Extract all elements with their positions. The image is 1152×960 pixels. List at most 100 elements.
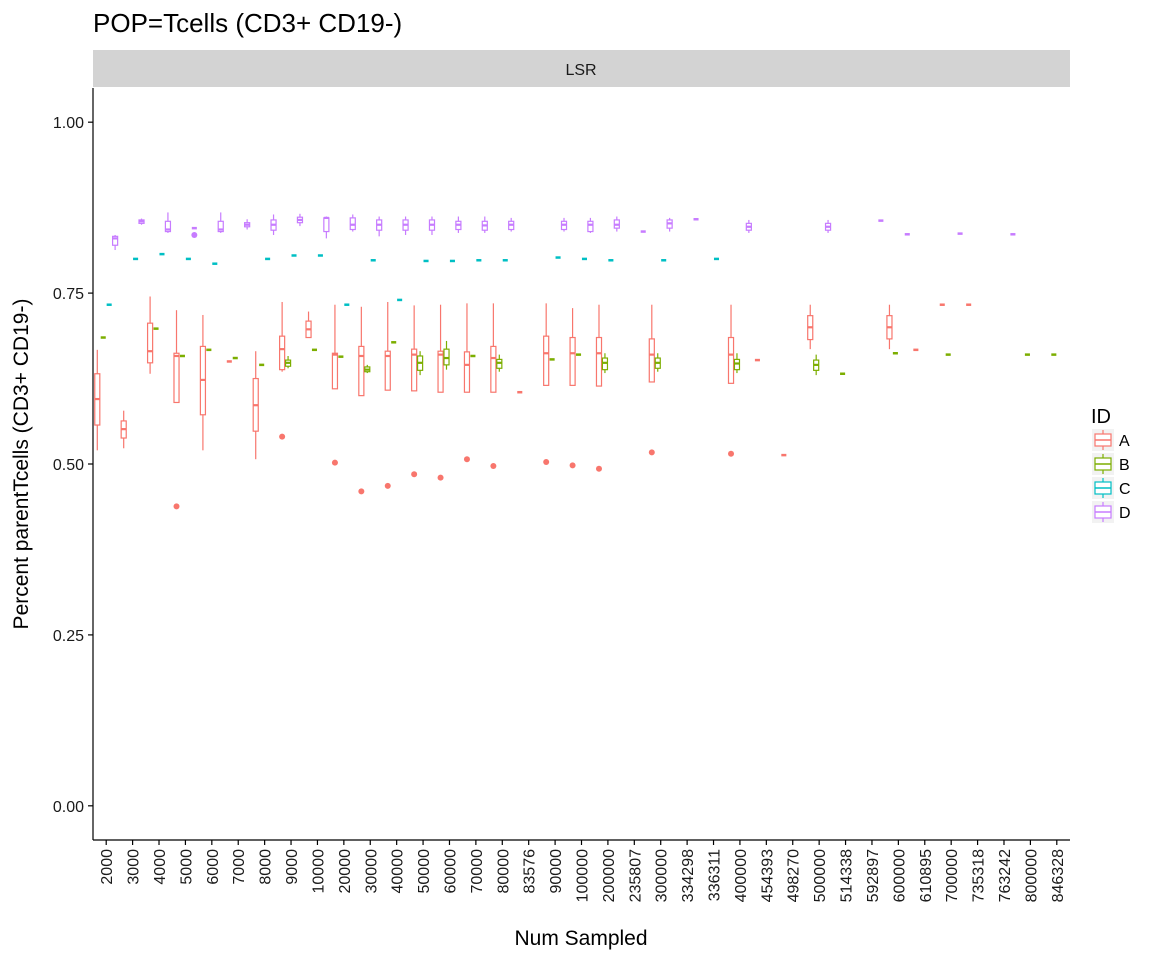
x-tick-label: 30000 bbox=[363, 849, 380, 894]
box-body bbox=[587, 220, 594, 233]
y-tick-label: 0.00 bbox=[53, 799, 84, 816]
outlier-point bbox=[490, 463, 497, 470]
series-B bbox=[100, 327, 1057, 376]
x-axis: 2000 3000 4000 5000 6000 7000 8000 9000 10000 200… bbox=[99, 840, 1067, 902]
box-D-7000 bbox=[244, 219, 251, 230]
outlier-point bbox=[279, 433, 286, 440]
x-tick-label: 60000 bbox=[442, 849, 459, 894]
box-B-400000 bbox=[733, 353, 741, 374]
legend-label: A bbox=[1119, 433, 1130, 450]
box-B-200000 bbox=[601, 353, 609, 374]
box-A-6000 bbox=[199, 314, 207, 451]
box-A-100000 bbox=[569, 308, 576, 469]
y-tick-label: 1.00 bbox=[53, 115, 84, 132]
x-tick-label: 454393 bbox=[759, 849, 776, 902]
x-tick-label: 610895 bbox=[918, 849, 935, 902]
x-tick-label: 50000 bbox=[416, 849, 433, 894]
x-tick-label: 700000 bbox=[944, 849, 961, 902]
box-body bbox=[411, 348, 418, 392]
box-A-2000 bbox=[94, 349, 101, 451]
x-tick-label: 10000 bbox=[310, 849, 327, 894]
box-A-300000 bbox=[648, 304, 655, 456]
x-tick-label: 334298 bbox=[680, 849, 697, 902]
outlier-point bbox=[648, 449, 655, 456]
outlier-point bbox=[411, 471, 418, 478]
x-tick-label: 500000 bbox=[812, 849, 829, 902]
box-A-3000 bbox=[120, 410, 127, 449]
series-A bbox=[94, 296, 972, 510]
box-B-9000 bbox=[284, 355, 292, 369]
box-A-30000 bbox=[358, 306, 365, 495]
x-tick-label: 90000 bbox=[548, 849, 565, 894]
x-tick-label: 70000 bbox=[469, 849, 486, 894]
box-D-500000 bbox=[824, 219, 832, 233]
box-B-30000 bbox=[364, 364, 371, 374]
box-body bbox=[463, 351, 471, 393]
box-D-6000 bbox=[217, 212, 224, 233]
legend-item-B: B bbox=[1092, 453, 1130, 475]
legend-item-C: C bbox=[1092, 477, 1131, 499]
outlier-point bbox=[191, 231, 198, 238]
box-body bbox=[490, 345, 497, 393]
x-tick-label: 3000 bbox=[126, 849, 143, 885]
box-D-100000 bbox=[587, 217, 594, 233]
facet-strip-label: LSR bbox=[565, 62, 596, 79]
x-tick-label: 9000 bbox=[284, 849, 301, 885]
x-axis-label: Num Sampled bbox=[514, 927, 647, 950]
x-tick-label: 2000 bbox=[99, 849, 116, 885]
box-B-500000 bbox=[813, 354, 820, 376]
box-D-90000 bbox=[560, 217, 568, 232]
x-tick-label: 763242 bbox=[997, 849, 1014, 902]
box-body bbox=[331, 352, 339, 390]
legend-label: B bbox=[1119, 457, 1130, 474]
box-body bbox=[111, 235, 119, 246]
box-body bbox=[358, 345, 365, 397]
x-tick-label: 336311 bbox=[707, 849, 724, 901]
x-tick-label: 300000 bbox=[654, 849, 671, 902]
x-tick-label: 498270 bbox=[786, 849, 803, 902]
box-body bbox=[543, 335, 550, 386]
legend-label: C bbox=[1119, 481, 1131, 498]
outlier-point bbox=[543, 458, 550, 465]
x-tick-label: 8000 bbox=[258, 849, 275, 885]
box-B-60000 bbox=[443, 340, 450, 370]
x-tick-label: 6000 bbox=[205, 849, 222, 885]
y-tick-label: 0.25 bbox=[53, 628, 84, 645]
x-tick-label: 400000 bbox=[733, 849, 750, 902]
outlier-point bbox=[437, 474, 444, 481]
facet-strip bbox=[93, 50, 1070, 87]
outlier-point bbox=[463, 456, 470, 463]
box-A-40000 bbox=[384, 301, 391, 489]
box-A-90000 bbox=[543, 303, 550, 465]
legend-item-D: D bbox=[1092, 501, 1131, 523]
box-D-400000 bbox=[745, 219, 752, 233]
box-A-10000 bbox=[305, 311, 312, 339]
box-D-40000 bbox=[402, 216, 409, 235]
outlier-point bbox=[569, 462, 576, 469]
box-D-80000 bbox=[508, 217, 515, 232]
box-body bbox=[279, 335, 286, 371]
outlier-point bbox=[173, 503, 180, 510]
y-tick-label: 0.75 bbox=[53, 286, 84, 303]
box-D-50000 bbox=[428, 216, 436, 235]
box-D-200000 bbox=[613, 216, 620, 232]
box-body bbox=[648, 338, 655, 383]
x-tick-label: 592897 bbox=[865, 849, 882, 902]
x-tick-label: 5000 bbox=[178, 849, 195, 885]
x-tick-label: 235807 bbox=[627, 849, 644, 902]
box-body bbox=[173, 352, 180, 404]
box-A-9000 bbox=[279, 301, 286, 440]
legend-label: D bbox=[1119, 505, 1131, 522]
box-A-50000 bbox=[411, 305, 418, 478]
box-A-70000 bbox=[463, 303, 471, 463]
x-tick-label: 100000 bbox=[575, 849, 592, 902]
y-axis: 0.00 0.25 0.50 0.75 1.00 bbox=[53, 115, 93, 816]
x-tick-label: 600000 bbox=[891, 849, 908, 902]
chart-title: POP=Tcells (CD3+ CD19-) bbox=[93, 8, 403, 38]
outlier-point bbox=[358, 488, 365, 495]
box-D-10000 bbox=[323, 216, 330, 239]
box-A-20000 bbox=[331, 304, 339, 466]
box-B-50000 bbox=[416, 351, 424, 376]
